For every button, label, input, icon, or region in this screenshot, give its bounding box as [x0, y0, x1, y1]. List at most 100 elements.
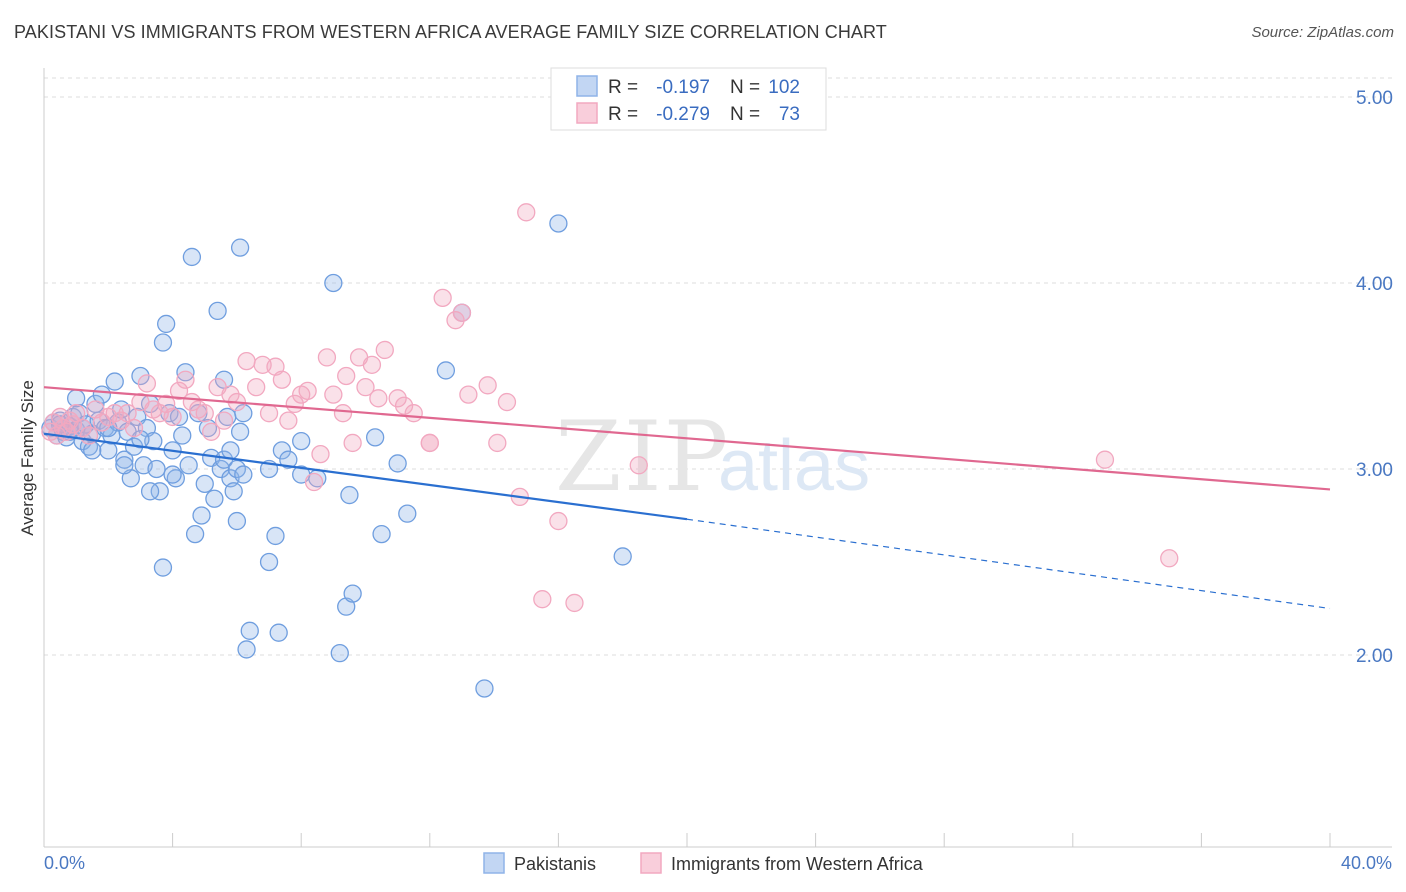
point-pakistanis: [292, 431, 311, 451]
point-western-africa: [105, 404, 124, 423]
point-pakistanis: [227, 511, 247, 531]
point-pakistanis: [240, 621, 259, 640]
legend-n-label-2: N =: [730, 104, 760, 125]
point-western-africa: [124, 418, 144, 438]
point-western-africa: [259, 404, 279, 423]
point-pakistanis: [372, 524, 391, 544]
point-pakistanis: [131, 430, 150, 449]
point-western-africa: [221, 385, 240, 404]
point-western-africa: [337, 366, 356, 386]
point-pakistanis: [549, 214, 568, 233]
trend-line-pakistanis: [43, 432, 688, 521]
point-pakistanis: [475, 679, 494, 698]
x-ticks: [43, 833, 1331, 847]
point-western-africa: [333, 404, 353, 423]
point-western-africa: [362, 355, 382, 374]
point-pakistanis: [169, 407, 189, 427]
point-pakistanis: [153, 558, 173, 577]
watermark-atlas: atlas: [718, 426, 870, 506]
point-pakistanis: [140, 482, 160, 501]
trend-line-pakistanis-extension: [686, 518, 1331, 610]
point-pakistanis: [340, 485, 359, 505]
bottom-legend: Pakistanis Immigrants from Western Afric…: [483, 852, 924, 874]
point-pakistanis: [185, 524, 205, 544]
y-axis-label: Average Family Size: [18, 380, 37, 536]
y-tick-label: 5.00: [1356, 88, 1393, 109]
point-pakistanis: [173, 426, 192, 445]
point-western-africa: [272, 370, 292, 389]
point-western-africa: [394, 396, 414, 415]
legend-r-value-2: -0.279: [656, 104, 710, 125]
x-tick-label-max: 40.0%: [1341, 853, 1392, 873]
point-pakistanis: [230, 422, 250, 441]
point-western-africa: [176, 370, 195, 389]
point-western-africa: [356, 378, 375, 397]
point-pakistanis: [83, 441, 102, 460]
trend-lines: [43, 386, 1331, 610]
point-pakistanis: [279, 450, 298, 469]
point-western-africa: [497, 392, 517, 412]
point-western-africa: [317, 348, 337, 367]
point-pakistanis: [205, 489, 224, 508]
bottom-legend-swatch-blue: [483, 852, 505, 874]
chart-title: PAKISTANI VS IMMIGRANTS FROM WESTERN AFR…: [14, 22, 887, 42]
point-western-africa: [311, 444, 330, 464]
point-pakistanis: [234, 465, 253, 484]
point-western-africa: [629, 456, 648, 475]
point-pakistanis: [192, 506, 211, 525]
point-western-africa: [446, 311, 465, 330]
point-western-africa: [375, 340, 394, 360]
bottom-legend-label-western-africa: Immigrants from Western Africa: [671, 854, 924, 874]
point-pakistanis: [99, 441, 118, 460]
point-western-africa: [517, 203, 536, 222]
point-western-africa: [388, 389, 407, 408]
watermark: ZIP atlas: [555, 401, 870, 513]
point-pakistanis: [234, 404, 253, 423]
y-tick-label: 3.00: [1356, 460, 1393, 481]
point-western-africa: [369, 389, 388, 408]
point-pakistanis: [398, 504, 417, 523]
bottom-legend-swatch-pink: [640, 852, 662, 874]
trend-line-western-africa: [43, 386, 1331, 491]
point-pakistanis: [163, 465, 182, 484]
legend-r-value-1: -0.197: [656, 77, 710, 98]
point-western-africa: [169, 381, 189, 401]
legend-n-value-1: 102: [768, 77, 800, 98]
point-pakistanis: [105, 372, 124, 391]
point-pakistanis: [115, 450, 134, 469]
point-western-africa: [478, 376, 497, 395]
point-pakistanis: [266, 526, 285, 546]
point-western-africa: [404, 404, 423, 423]
point-pakistanis: [208, 301, 227, 321]
point-pakistanis: [195, 474, 214, 494]
x-tick-label-min: 0.0%: [44, 853, 85, 873]
legend-n-value-2: 73: [779, 104, 800, 125]
point-western-africa: [237, 351, 256, 371]
point-pakistanis: [330, 643, 349, 663]
point-western-africa: [452, 303, 472, 322]
point-western-africa: [565, 593, 584, 613]
bottom-legend-label-pakistanis: Pakistanis: [514, 854, 596, 874]
point-western-africa: [73, 418, 92, 438]
point-western-africa: [459, 385, 478, 404]
point-western-africa: [137, 374, 157, 393]
point-pakistanis: [237, 640, 256, 659]
legend-n-label-1: N =: [730, 77, 760, 98]
point-pakistanis: [230, 238, 250, 257]
point-pakistanis: [89, 411, 108, 430]
point-pakistanis: [436, 361, 456, 380]
point-pakistanis: [343, 584, 362, 603]
point-western-africa: [343, 433, 362, 453]
y-tick-labels: 2.00 3.00 4.00 5.00: [1356, 88, 1393, 667]
point-pakistanis: [269, 623, 288, 642]
point-western-africa: [163, 407, 182, 427]
point-western-africa: [433, 288, 452, 308]
point-pakistanis: [324, 273, 343, 293]
point-pakistanis: [182, 247, 202, 267]
point-western-africa: [1095, 450, 1115, 469]
point-pakistanis: [613, 547, 632, 566]
point-western-africa: [488, 433, 507, 453]
point-western-africa: [533, 590, 552, 609]
point-western-africa: [1160, 549, 1179, 568]
